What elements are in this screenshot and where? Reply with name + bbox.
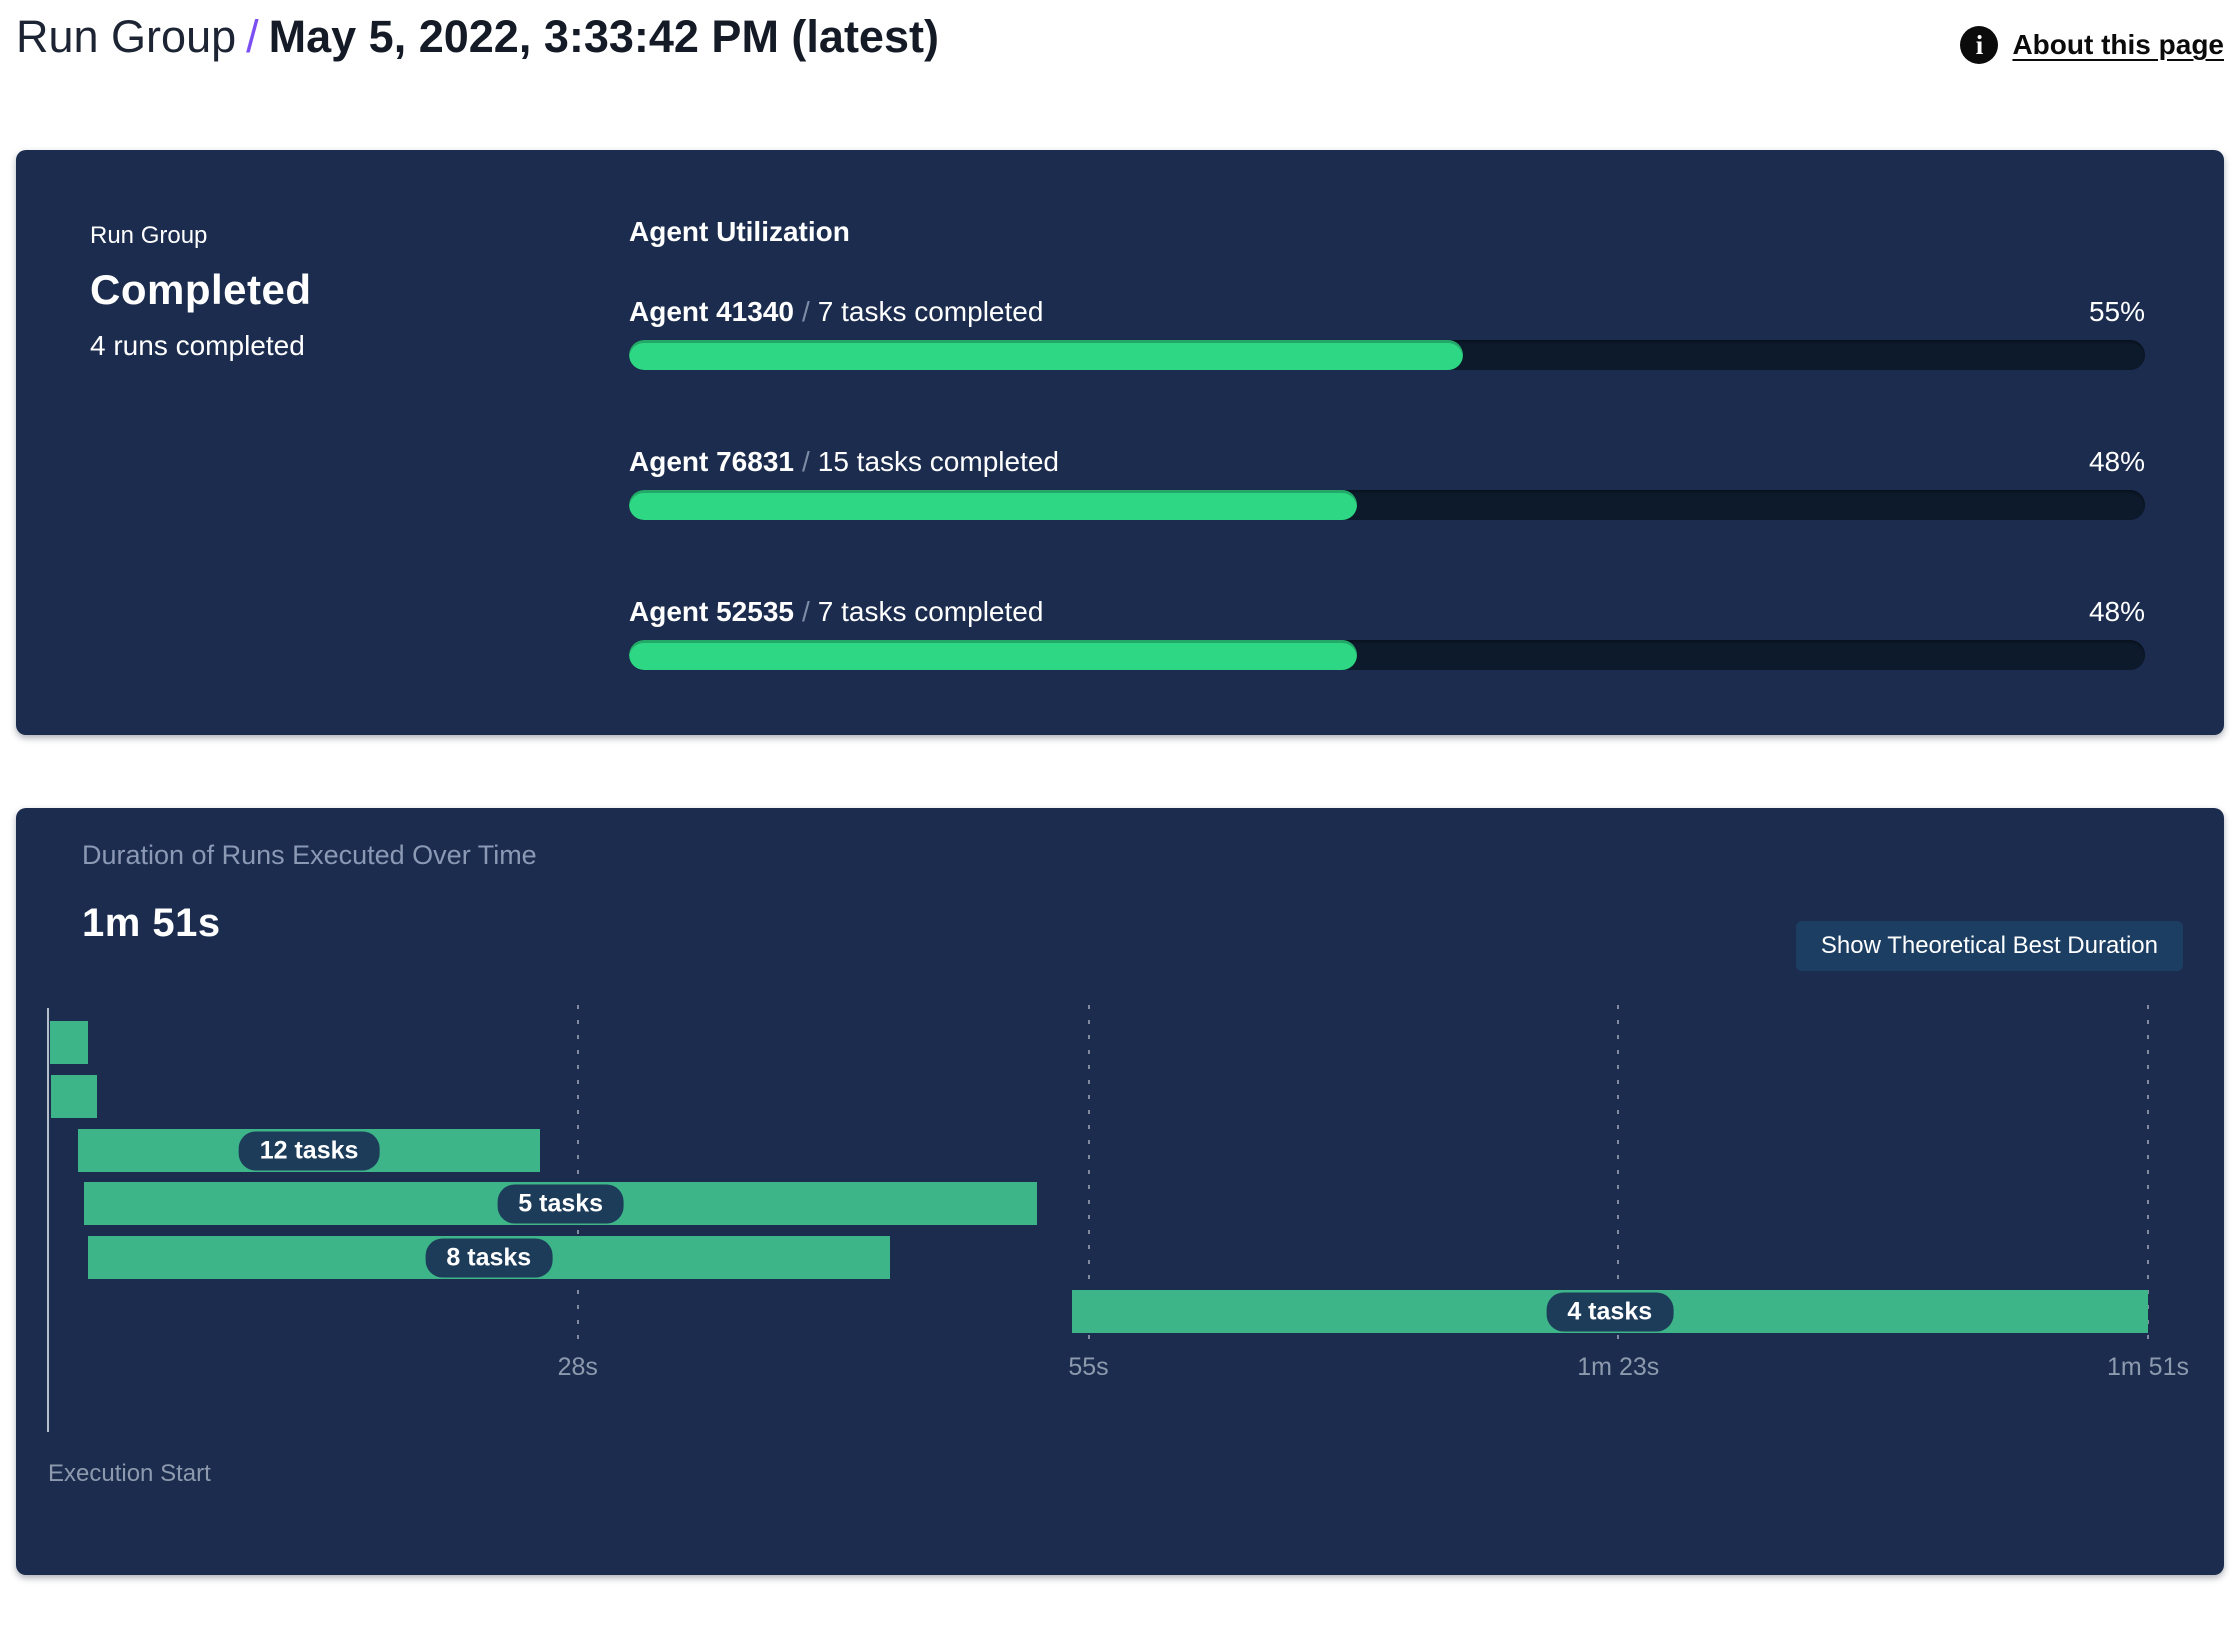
agent-label: Agent 52535/7 tasks completed <box>629 596 1043 628</box>
run-duration-bar[interactable]: 5 tasks <box>83 1182 1038 1225</box>
agent-progress-track <box>629 340 2145 370</box>
agent-utilization-section: Agent Utilization Agent 41340/7 tasks co… <box>629 150 2224 735</box>
agent-percent: 48% <box>2088 596 2145 627</box>
gantt-gridline <box>2147 1005 2149 1340</box>
agent-percent: 55% <box>2088 296 2145 327</box>
run-timestamp-title: May 5, 2022, 3:33:42 PM (latest) <box>268 11 939 62</box>
run-duration-bar[interactable]: 4 tasks <box>1071 1290 2148 1333</box>
duration-card: Duration of Runs Executed Over Time 1m 5… <box>16 808 2224 1575</box>
duration-chart-title: Duration of Runs Executed Over Time <box>82 840 537 870</box>
agent-row: Agent 76831/15 tasks completed 48% <box>629 446 2145 520</box>
gantt-gridline <box>1087 1005 1090 1340</box>
agent-tasks-text: 7 tasks completed <box>817 596 1044 627</box>
execution-start-label: Execution Start <box>48 1460 211 1487</box>
task-count-badge: 12 tasks <box>238 1131 380 1170</box>
agent-progress-fill <box>629 490 1357 520</box>
breadcrumb-run-group: Run Group <box>16 11 237 62</box>
gantt-plot: 28s 55s 1m 23s 1m 51s 12 tasks 5 tasks 8 tasks… <box>48 1005 2189 1381</box>
status-column: Run Group Completed 4 runs completed <box>16 150 629 735</box>
status-value: Completed <box>90 266 312 313</box>
run-duration-bar[interactable]: 12 tasks <box>78 1129 540 1172</box>
agent-label: Agent 76831/15 tasks completed <box>629 446 1059 478</box>
show-theoretical-best-duration-button[interactable]: Show Theoretical Best Duration <box>1795 921 2183 971</box>
agent-separator: / <box>801 446 810 477</box>
task-count-badge: 5 tasks <box>497 1184 625 1223</box>
run-group-status-card: Run Group Completed 4 runs completed Age… <box>16 150 2224 735</box>
run-duration-bar[interactable]: 8 tasks <box>87 1236 890 1279</box>
execution-start-axis-line <box>47 1008 49 1432</box>
agent-progress-fill <box>629 340 1463 370</box>
agent-progress-fill <box>629 640 1357 670</box>
agent-tasks-text: 7 tasks completed <box>817 296 1044 327</box>
page-header: Run Group / May 5, 2022, 3:33:42 PM (lates… <box>16 6 2224 68</box>
agent-utilization-title: Agent Utilization <box>629 216 850 247</box>
task-count-badge: 8 tasks <box>425 1238 553 1277</box>
task-count-badge: 4 tasks <box>1546 1292 1674 1331</box>
info-icon[interactable]: i <box>1960 26 1999 64</box>
breadcrumb-separator: / <box>246 11 259 62</box>
agent-percent: 48% <box>2088 446 2145 477</box>
agent-name: Agent 76831 <box>629 446 794 477</box>
about-this-page-link[interactable]: About this page <box>2012 29 2224 60</box>
agent-tasks-text: 15 tasks completed <box>817 446 1059 477</box>
agent-progress-track <box>629 490 2145 520</box>
agent-separator: / <box>801 596 810 627</box>
agent-row: Agent 41340/7 tasks completed 55% <box>629 296 2145 370</box>
page-title: Run Group / May 5, 2022, 3:33:42 PM (lates… <box>16 6 939 68</box>
run-group-label: Run Group <box>90 222 208 249</box>
agent-name: Agent 52535 <box>629 596 794 627</box>
gantt-gridline <box>1617 1005 1620 1340</box>
agent-row: Agent 52535/7 tasks completed 48% <box>629 596 2145 670</box>
run-duration-bar[interactable] <box>50 1075 98 1118</box>
x-axis-tick-label: 28s <box>557 1353 598 1381</box>
x-axis-tick-label: 1m 51s <box>2107 1353 2189 1381</box>
run-duration-bar[interactable] <box>49 1021 88 1064</box>
about-this-page[interactable]: i About this page <box>1960 26 2224 64</box>
gantt-gridline <box>576 1005 579 1340</box>
agent-label: Agent 41340/7 tasks completed <box>629 296 1043 328</box>
x-axis-tick-label: 55s <box>1068 1353 1109 1381</box>
agent-progress-track <box>629 640 2145 670</box>
x-axis-tick-label: 1m 23s <box>1577 1353 1660 1381</box>
runs-completed-text: 4 runs completed <box>90 330 305 361</box>
agent-name: Agent 41340 <box>629 296 794 327</box>
agent-separator: / <box>801 296 810 327</box>
total-duration-value: 1m 51s <box>82 901 221 945</box>
